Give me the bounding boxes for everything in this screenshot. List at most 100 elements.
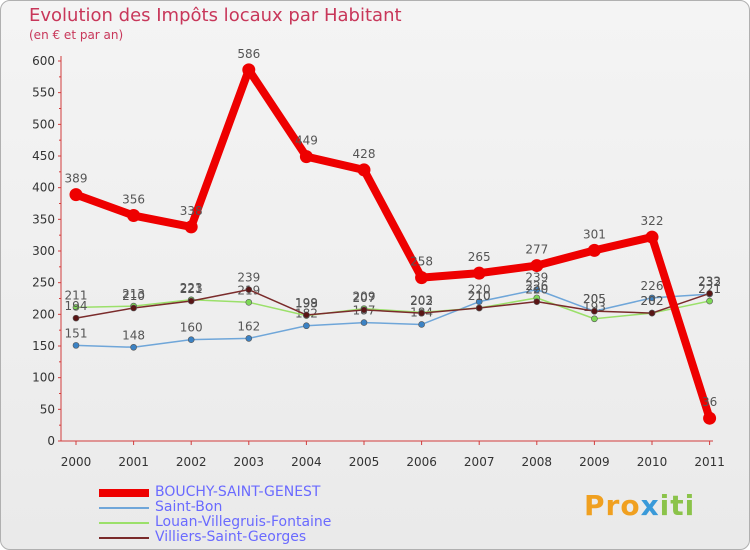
data-point — [187, 297, 195, 305]
data-label: 258 — [410, 255, 433, 269]
data-label: 36 — [702, 395, 717, 409]
data-point — [645, 230, 659, 244]
data-point — [591, 315, 598, 323]
chart-title: Evolution des Impôts locaux par Habitant — [29, 5, 402, 26]
data-label: 194 — [65, 299, 88, 313]
data-label: 160 — [180, 321, 203, 335]
legend-label: Villiers-Saint-Georges — [155, 529, 307, 545]
x-tick-label: 2008 — [522, 455, 553, 469]
legend-swatch — [99, 521, 149, 524]
series-line — [75, 288, 711, 319]
data-point — [245, 286, 253, 293]
data-label: 202 — [410, 294, 433, 308]
data-label: 209 — [353, 290, 376, 304]
x-tick-label: 2006 — [406, 455, 437, 469]
data-label: 226 — [525, 279, 548, 293]
data-point — [591, 307, 598, 315]
x-tick-label: 2000 — [61, 455, 92, 469]
data-label: 233 — [698, 274, 721, 288]
data-label: 449 — [295, 134, 318, 148]
data-point — [184, 220, 198, 234]
data-point — [245, 335, 253, 342]
data-point — [703, 411, 717, 425]
data-point — [303, 311, 310, 319]
data-point — [360, 319, 368, 326]
data-label: 220 — [525, 283, 548, 297]
legend-label: Louan-Villegruis-Fontaine — [155, 514, 332, 530]
series-line — [75, 288, 711, 349]
legend-label: Saint-Bon — [155, 499, 223, 515]
y-tick-label: 0 — [47, 434, 55, 448]
data-label: 203 — [410, 293, 433, 307]
data-point — [587, 243, 601, 257]
series-line — [75, 297, 711, 320]
data-label: 232 — [698, 275, 721, 289]
y-tick-label: 300 — [32, 244, 55, 258]
data-point — [530, 259, 544, 273]
y-tick-label: 500 — [32, 117, 55, 131]
legend-swatch — [99, 506, 149, 509]
data-label: 586 — [237, 47, 260, 61]
data-label: 205 — [583, 292, 606, 306]
x-tick-label: 2003 — [234, 455, 265, 469]
data-point — [187, 336, 195, 343]
data-point — [475, 298, 483, 305]
legend-item: Villiers-Saint-Georges — [99, 530, 331, 545]
y-tick-label: 50 — [40, 402, 55, 416]
data-label: 198 — [295, 297, 318, 311]
y-tick-label: 450 — [32, 149, 55, 163]
x-tick-label: 2011 — [694, 455, 725, 469]
y-tick-label: 550 — [32, 86, 55, 100]
chart-subtitle: (en € et par an) — [29, 28, 124, 42]
data-point — [303, 322, 310, 330]
data-label: 210 — [468, 289, 491, 303]
x-tick-label: 2005 — [349, 455, 380, 469]
data-label: 211 — [65, 288, 88, 302]
chart-legend: BOUCHY-SAINT-GENEST Saint-Bon Louan-Vill… — [99, 485, 331, 545]
data-label: 223 — [180, 281, 203, 295]
y-tick-label: 250 — [32, 276, 55, 290]
y-tick-label: 350 — [32, 212, 55, 226]
data-point — [72, 314, 80, 322]
data-label: 301 — [583, 227, 606, 241]
data-point — [245, 298, 253, 306]
data-point — [418, 309, 425, 317]
legend-label: BOUCHY-SAINT-GENEST — [155, 484, 321, 500]
y-tick-label: 100 — [32, 371, 55, 385]
data-point — [472, 266, 486, 280]
data-label: 389 — [65, 172, 88, 186]
legend-swatch — [99, 536, 149, 539]
data-point — [127, 209, 141, 223]
x-tick-label: 2007 — [464, 455, 495, 469]
data-label: 148 — [122, 328, 145, 342]
data-point — [475, 304, 483, 312]
data-point — [418, 321, 425, 328]
data-point — [72, 342, 80, 349]
y-tick-label: 600 — [32, 54, 55, 68]
data-label: 220 — [468, 283, 491, 297]
series-line — [72, 65, 714, 423]
data-point — [130, 304, 137, 312]
x-tick-label: 2009 — [579, 455, 610, 469]
data-label: 221 — [698, 282, 721, 296]
legend-item: BOUCHY-SAINT-GENEST — [99, 485, 331, 500]
data-label: 265 — [468, 250, 491, 264]
data-label: 199 — [295, 296, 318, 310]
data-point — [648, 294, 656, 302]
data-label: 210 — [468, 289, 491, 303]
data-point — [72, 304, 80, 311]
data-label: 210 — [122, 289, 145, 303]
data-label: 356 — [122, 193, 145, 207]
y-tick-label: 200 — [32, 307, 55, 321]
data-point — [706, 290, 713, 297]
data-point — [648, 309, 656, 317]
data-point — [533, 286, 541, 293]
data-label: 221 — [180, 282, 203, 296]
data-label: 239 — [237, 271, 260, 285]
data-label: 213 — [122, 287, 145, 301]
legend-swatch — [99, 488, 149, 497]
x-tick-label: 2002 — [176, 455, 207, 469]
data-point — [533, 298, 541, 305]
data-point — [706, 297, 713, 305]
